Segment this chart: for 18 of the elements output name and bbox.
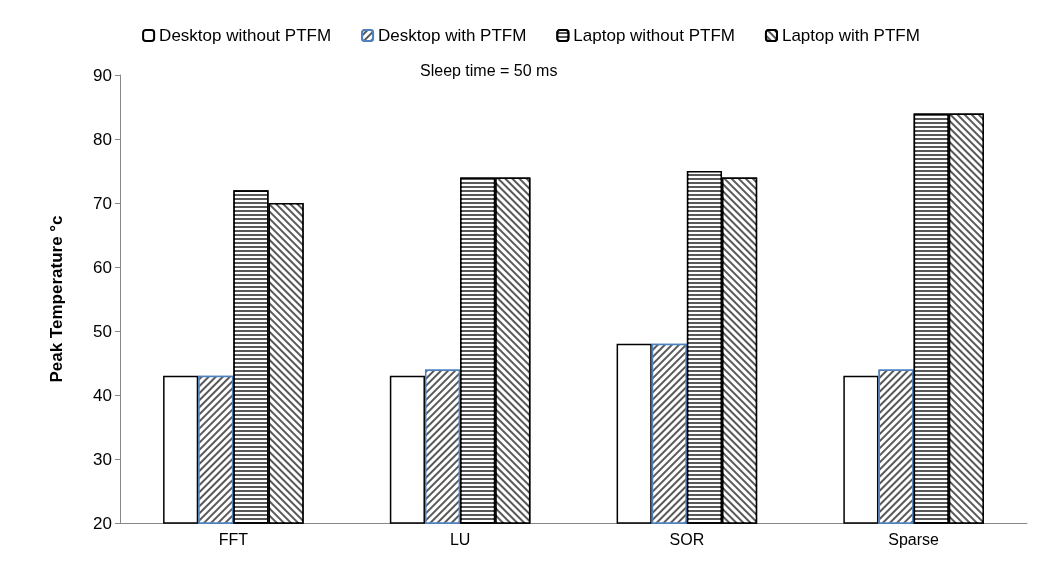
y-tick-label: 20 [93, 513, 112, 533]
y-axis-title: Peak Temperature °c [47, 215, 66, 383]
y-tick-label: 40 [93, 385, 112, 405]
annotation: Sleep time = 50 ms [420, 61, 558, 79]
x-tick-label: Sparse [888, 530, 940, 548]
legend-label: Laptop with PTFM [781, 26, 920, 45]
x-tick-label: FFT [218, 530, 249, 548]
y-tick-label: 80 [93, 129, 112, 149]
y-tick-label: 50 [93, 321, 112, 341]
y-tick-label: 90 [93, 65, 112, 85]
y-tick-label: 60 [93, 257, 112, 277]
legend-label: Desktop without PTFM [159, 26, 332, 45]
x-tick-label: SOR [669, 530, 705, 548]
y-tick-label: 70 [93, 193, 112, 213]
x-tick-label: LU [449, 530, 471, 548]
legend-label: Desktop with PTFM [378, 26, 527, 45]
y-tick-label: 30 [93, 449, 112, 469]
legend-label: Laptop without PTFM [573, 26, 735, 45]
